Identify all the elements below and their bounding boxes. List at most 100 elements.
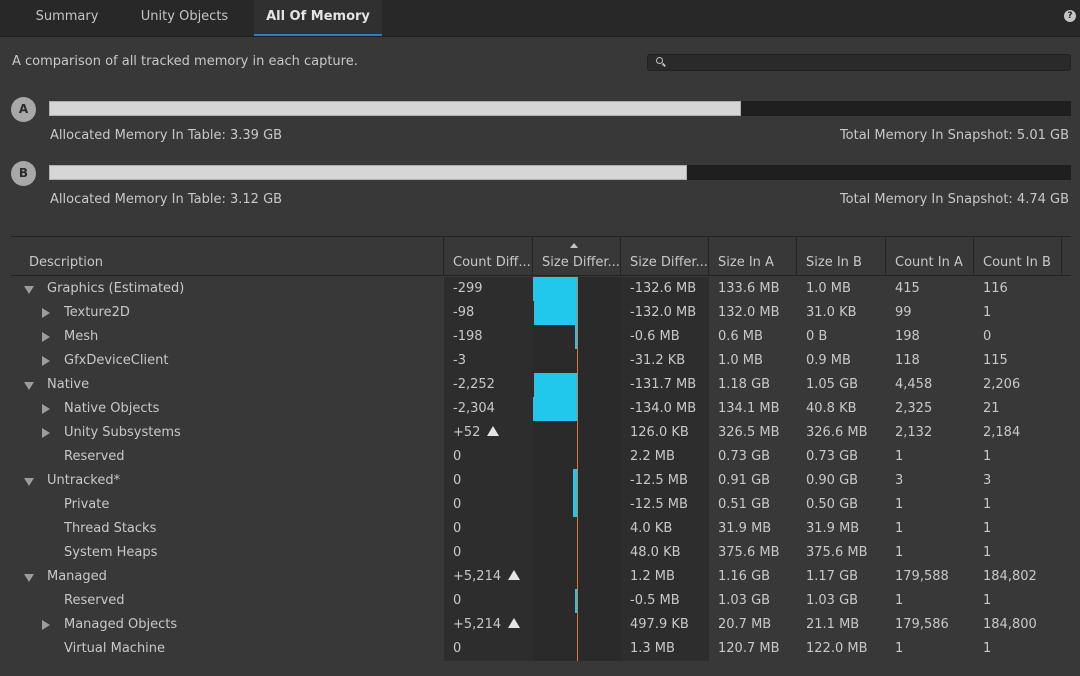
zero-line <box>577 277 578 661</box>
size-diff-cell: 497.9 KB <box>630 617 689 632</box>
table-row[interactable]: Mesh -198 -0.6 MB 0.6 MB 0 B 198 0 <box>11 325 1071 349</box>
count-in-b-cell: 1 <box>983 593 992 608</box>
header-size-in-a[interactable]: Size In A <box>709 237 797 276</box>
size-diff-cell: -134.0 MB <box>630 401 697 416</box>
table-row[interactable]: Native Objects -2,304 -134.0 MB 134.1 MB 40.… <box>11 397 1071 421</box>
description-cell: Virtual Machine <box>64 641 166 656</box>
size-in-b-cell: 326.6 MB <box>806 425 868 440</box>
count-in-b-cell: 1 <box>983 305 992 320</box>
header-size-diff[interactable]: Size Differ... <box>621 237 709 276</box>
collapsed-arrow-icon[interactable] <box>42 308 50 318</box>
table-row[interactable]: Reserved 0 -0.5 MB 1.03 GB 1.03 GB 1 1 <box>11 589 1071 613</box>
help-icon[interactable]: ? <box>1064 10 1076 22</box>
expanded-arrow-icon[interactable] <box>24 286 34 294</box>
count-diff-cell: -198 <box>453 329 483 344</box>
count-diff-cell: +5,214 <box>444 565 521 589</box>
table-row[interactable]: Unity Subsystems +52 126.0 KB 326.5 MB 326.6… <box>11 421 1071 445</box>
header-count-diff[interactable]: Count Diff... <box>444 237 533 276</box>
count-in-b-cell: 2,184 <box>983 425 1021 440</box>
size-diff-cell: 1.3 MB <box>630 641 675 656</box>
table-row[interactable]: Untracked* 0 -12.5 MB 0.91 GB 0.90 GB 3 3 <box>11 469 1071 493</box>
description-cell: Untracked* <box>47 473 121 488</box>
capture-b-total-label: Total Memory In Snapshot: 4.74 GB <box>839 192 1069 207</box>
size-in-a-cell: 0.51 GB <box>718 497 771 512</box>
expanded-arrow-icon[interactable] <box>24 478 34 486</box>
count-diff-cell: -2,252 <box>453 377 495 392</box>
size-diff-bar <box>533 301 577 325</box>
size-in-b-cell: 31.9 MB <box>806 521 860 536</box>
count-diff-cell: 0 <box>453 593 462 608</box>
table-row[interactable]: Thread Stacks 0 4.0 KB 31.9 MB 31.9 MB 1 1 <box>11 517 1071 541</box>
header-size-in-b[interactable]: Size In B <box>797 237 886 276</box>
memory-table: Description Count Diff... Size Differ...… <box>11 236 1071 676</box>
expanded-arrow-icon[interactable] <box>24 382 34 390</box>
size-in-a-cell: 0.6 MB <box>718 329 763 344</box>
header-count-in-a[interactable]: Count In A <box>886 237 974 276</box>
collapsed-arrow-icon[interactable] <box>42 620 50 630</box>
size-diff-cell: -132.0 MB <box>630 305 697 320</box>
count-in-b-cell: 1 <box>983 641 992 656</box>
expanded-arrow-icon[interactable] <box>24 574 34 582</box>
size-in-b-cell: 0.9 MB <box>806 353 851 368</box>
header-count-in-b[interactable]: Count In B <box>974 237 1062 276</box>
table-row[interactable]: GfxDeviceClient -3 -31.2 KB 1.0 MB 0.9 MB 118… <box>11 349 1071 373</box>
count-in-a-cell: 118 <box>895 353 920 368</box>
header-description[interactable]: Description <box>11 237 444 276</box>
size-in-a-cell: 133.6 MB <box>718 281 780 296</box>
search-input[interactable] <box>647 54 1071 71</box>
size-diff-cell: -132.6 MB <box>630 281 697 296</box>
description-cell: Texture2D <box>64 305 130 320</box>
count-in-a-cell: 179,586 <box>895 617 949 632</box>
description-cell: Reserved <box>64 593 125 608</box>
size-diff-cell: 126.0 KB <box>630 425 689 440</box>
search-icon <box>656 57 663 64</box>
table-row[interactable]: Native -2,252 -131.7 MB 1.18 GB 1.05 GB 4,458… <box>11 373 1071 397</box>
table-row[interactable]: Private 0 -12.5 MB 0.51 GB 0.50 GB 1 1 <box>11 493 1071 517</box>
size-in-b-cell: 0.50 GB <box>806 497 859 512</box>
table-row[interactable]: Graphics (Estimated) -299 -132.6 MB 133.6 M… <box>11 277 1071 301</box>
description-cell: Mesh <box>64 329 99 344</box>
count-in-b-cell: 3 <box>983 473 992 488</box>
size-diff-cell: -131.7 MB <box>630 377 697 392</box>
size-diff-cell: 1.2 MB <box>630 569 675 584</box>
tab-bar: Summary Unity Objects All Of Memory ? <box>0 0 1080 37</box>
collapsed-arrow-icon[interactable] <box>42 356 50 366</box>
tab-unity-objects[interactable]: Unity Objects <box>140 9 229 24</box>
collapsed-arrow-icon[interactable] <box>42 428 50 438</box>
table-row[interactable]: Reserved 0 2.2 MB 0.73 GB 0.73 GB 1 1 <box>11 445 1071 469</box>
count-diff-cell: +52 <box>444 421 500 445</box>
capture-a-badge: A <box>11 97 36 122</box>
size-in-a-cell: 1.18 GB <box>718 377 771 392</box>
size-in-a-cell: 0.73 GB <box>718 449 771 464</box>
count-diff-cell: -299 <box>453 281 483 296</box>
description-cell: Managed Objects <box>64 617 178 632</box>
header-size-diff-bar[interactable]: Size Differ... <box>533 237 621 276</box>
description-cell: System Heaps <box>64 545 158 560</box>
count-in-a-cell: 198 <box>895 329 920 344</box>
tab-summary[interactable]: Summary <box>35 9 99 24</box>
increase-icon <box>508 570 521 580</box>
size-diff-cell: 2.2 MB <box>630 449 675 464</box>
size-diff-bar <box>533 277 577 301</box>
size-in-a-cell: 31.9 MB <box>718 521 772 536</box>
capture-b-allocated-fill <box>49 165 687 180</box>
capture-a-total-label: Total Memory In Snapshot: 5.01 GB <box>839 128 1069 143</box>
description-cell: Unity Subsystems <box>64 425 181 440</box>
table-row[interactable]: System Heaps 0 48.0 KB 375.6 MB 375.6 MB 1 1 <box>11 541 1071 565</box>
table-row[interactable]: Managed +5,214 1.2 MB 1.16 GB 1.17 GB 179,588… <box>11 565 1071 589</box>
table-row[interactable]: Texture2D -98 -132.0 MB 132.0 MB 31.0 KB 99 1 <box>11 301 1071 325</box>
collapsed-arrow-icon[interactable] <box>42 332 50 342</box>
table-row[interactable]: Virtual Machine 0 1.3 MB 120.7 MB 122.0 MB 1 1 <box>11 637 1071 661</box>
size-in-b-cell: 31.0 KB <box>806 305 857 320</box>
table-row[interactable]: Managed Objects +5,214 497.9 KB 20.7 MB 21.1… <box>11 613 1071 637</box>
tab-all-of-memory[interactable]: All Of Memory <box>254 0 382 36</box>
size-in-b-cell: 0.73 GB <box>806 449 859 464</box>
count-diff-cell: 0 <box>453 497 462 512</box>
capture-a-memory-bar <box>49 101 1071 116</box>
size-in-b-cell: 1.0 MB <box>806 281 851 296</box>
size-diff-cell: -12.5 MB <box>630 497 688 512</box>
size-in-a-cell: 0.91 GB <box>718 473 771 488</box>
description-cell: GfxDeviceClient <box>64 353 169 368</box>
collapsed-arrow-icon[interactable] <box>42 404 50 414</box>
count-in-b-cell: 116 <box>983 281 1008 296</box>
